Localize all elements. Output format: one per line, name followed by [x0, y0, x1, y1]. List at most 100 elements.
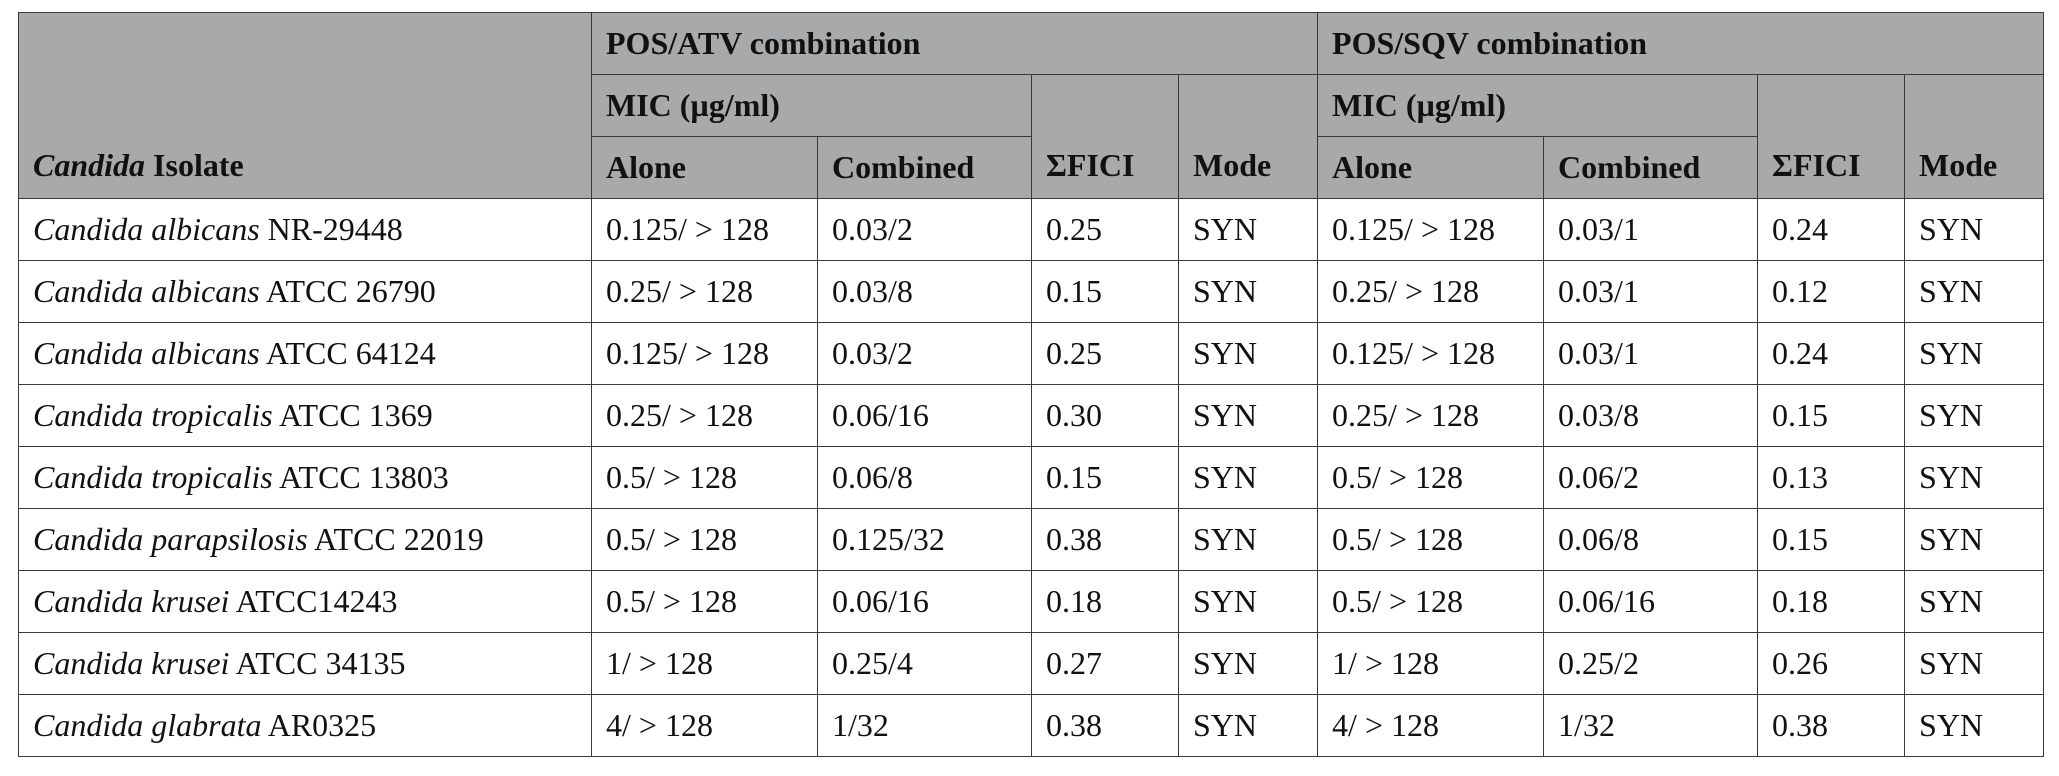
atv-fici-header: ΣFICI: [1031, 74, 1179, 199]
isolate-genus: Candida albicans: [33, 273, 260, 309]
sqv-alone-cell: 0.125/ > 128: [1317, 198, 1545, 261]
sqv-mode-cell: SYN: [1904, 446, 2045, 509]
isolate-genus: Candida tropicalis: [33, 459, 273, 495]
sqv-group-header: POS/SQV combination: [1317, 12, 2045, 75]
sqv-combined-cell: 0.25/2: [1543, 632, 1759, 695]
header-row-2: MIC (µg/ml) ΣFICI Mode MIC (µg/ml) ΣFICI…: [19, 74, 2045, 199]
sqv-mode-cell: SYN: [1904, 260, 2045, 323]
atv-alone-cell: 0.125/ > 128: [591, 322, 818, 385]
atv-mode-cell: SYN: [1177, 694, 1319, 757]
isolate-cell: Candida krusei ATCC 34135: [18, 632, 592, 695]
atv-alone-cell: 0.125/ > 128: [591, 198, 818, 261]
atv-combined-header: Combined: [817, 136, 1032, 199]
isolate-genus: Candida albicans: [33, 335, 260, 371]
isolate-strain: ATCC 34135: [229, 645, 406, 681]
table-body: Candida albicans NR-29448 0.125/ > 128 0…: [18, 198, 2045, 757]
isolate-genus: Candida parapsilosis: [33, 521, 308, 557]
sqv-fici-cell: 0.24: [1757, 198, 1906, 261]
isolate-strain: ATCC 26790: [259, 273, 436, 309]
atv-fici-cell: 0.30: [1031, 384, 1179, 447]
isolate-genus: Candida krusei: [33, 645, 230, 681]
sqv-fici-cell: 0.13: [1757, 446, 1906, 509]
sqv-alone-cell: 0.125/ > 128: [1317, 322, 1545, 385]
atv-alone-cell: 0.5/ > 128: [591, 508, 818, 571]
atv-fici-cell: 0.27: [1031, 632, 1179, 695]
atv-mode-header: Mode: [1177, 74, 1319, 199]
atv-mode-cell: SYN: [1177, 570, 1319, 633]
sqv-alone-cell: 0.25/ > 128: [1317, 260, 1545, 323]
atv-combined-cell: 0.25/4: [817, 632, 1032, 695]
isolate-strain: ATCC 1369: [272, 397, 433, 433]
sqv-mode-cell: SYN: [1904, 570, 2045, 633]
table-row: Candida tropicalis ATCC 13803 0.5/ > 128…: [18, 446, 2045, 509]
results-table: Candida Isolate POS/ATV combination POS/…: [18, 12, 2045, 757]
sqv-combined-header: Combined: [1543, 136, 1759, 199]
isolate-strain: ATCC 13803: [272, 459, 449, 495]
atv-fici-cell: 0.25: [1031, 322, 1179, 385]
atv-alone-cell: 0.25/ > 128: [591, 260, 818, 323]
atv-alone-cell: 0.5/ > 128: [591, 446, 818, 509]
sqv-combined-cell: 0.03/1: [1543, 322, 1759, 385]
isolate-genus: Candida krusei: [33, 583, 230, 619]
isolate-cell: Candida krusei ATCC14243: [18, 570, 592, 633]
isolate-genus: Candida tropicalis: [33, 397, 273, 433]
atv-combined-cell: 0.03/2: [817, 198, 1032, 261]
table-row: Candida glabrata AR0325 4/ > 128 1/32 0.…: [18, 694, 2045, 757]
header-row-1: Candida Isolate POS/ATV combination POS/…: [18, 12, 2045, 199]
atv-combined-cell: 0.125/32: [817, 508, 1032, 571]
sqv-combined-cell: 0.03/1: [1543, 260, 1759, 323]
sqv-fici-cell: 0.15: [1757, 508, 1906, 571]
sqv-alone-cell: 0.5/ > 128: [1317, 570, 1545, 633]
sqv-combined-cell: 0.06/8: [1543, 508, 1759, 571]
sqv-alone-header: Alone: [1317, 136, 1545, 199]
sqv-alone-cell: 0.5/ > 128: [1317, 508, 1545, 571]
sqv-mode-cell: SYN: [1904, 384, 2045, 447]
isolate-cell: Candida albicans ATCC 26790: [18, 260, 592, 323]
atv-combined-cell: 0.03/8: [817, 260, 1032, 323]
sqv-combined-cell: 0.06/16: [1543, 570, 1759, 633]
atv-combined-cell: 0.06/8: [817, 446, 1032, 509]
table-row: Candida parapsilosis ATCC 22019 0.5/ > 1…: [18, 508, 2045, 571]
table-row: Candida krusei ATCC14243 0.5/ > 128 0.06…: [18, 570, 2045, 633]
sqv-mode-cell: SYN: [1904, 632, 2045, 695]
sqv-fici-cell: 0.24: [1757, 322, 1906, 385]
atv-mode-cell: SYN: [1177, 508, 1319, 571]
sqv-alone-cell: 1/ > 128: [1317, 632, 1545, 695]
isolate-cell: Candida albicans NR-29448: [18, 198, 592, 261]
atv-fici-cell: 0.25: [1031, 198, 1179, 261]
sqv-mode-cell: SYN: [1904, 198, 2045, 261]
table-container: Candida Isolate POS/ATV combination POS/…: [18, 12, 2045, 757]
atv-fici-cell: 0.38: [1031, 694, 1179, 757]
sqv-fici-cell: 0.26: [1757, 632, 1906, 695]
atv-combined-cell: 1/32: [817, 694, 1032, 757]
sqv-mode-cell: SYN: [1904, 508, 2045, 571]
sqv-mode-cell: SYN: [1904, 322, 2045, 385]
isolate-cell: Candida parapsilosis ATCC 22019: [18, 508, 592, 571]
sqv-fici-header: ΣFICI: [1757, 74, 1906, 199]
isolate-header: Candida Isolate: [18, 12, 592, 199]
sqv-fici-cell: 0.38: [1757, 694, 1906, 757]
table-row: Candida albicans ATCC 26790 0.25/ > 128 …: [18, 260, 2045, 323]
table-row: Candida krusei ATCC 34135 1/ > 128 0.25/…: [18, 632, 2045, 695]
isolate-strain: ATCC14243: [229, 583, 398, 619]
isolate-strain: AR0325: [261, 707, 377, 743]
atv-alone-cell: 0.5/ > 128: [591, 570, 818, 633]
atv-alone-header: Alone: [591, 136, 818, 199]
atv-fici-cell: 0.15: [1031, 260, 1179, 323]
atv-combined-cell: 0.03/2: [817, 322, 1032, 385]
table-header: Candida Isolate POS/ATV combination POS/…: [18, 12, 2045, 199]
sqv-fici-cell: 0.15: [1757, 384, 1906, 447]
table-row: Candida albicans ATCC 64124 0.125/ > 128…: [18, 322, 2045, 385]
table-row: Candida albicans NR-29448 0.125/ > 128 0…: [18, 198, 2045, 261]
sqv-combined-cell: 1/32: [1543, 694, 1759, 757]
sqv-fici-cell: 0.12: [1757, 260, 1906, 323]
sqv-alone-cell: 0.25/ > 128: [1317, 384, 1545, 447]
atv-group-header: POS/ATV combination: [590, 12, 1319, 75]
atv-alone-cell: 0.25/ > 128: [591, 384, 818, 447]
sqv-mode-cell: SYN: [1904, 694, 2045, 757]
sqv-mode-header: Mode: [1904, 74, 2045, 199]
sqv-alone-cell: 4/ > 128: [1317, 694, 1545, 757]
isolate-header-genus: Candida: [33, 147, 146, 183]
atv-fici-cell: 0.18: [1031, 570, 1179, 633]
isolate-cell: Candida tropicalis ATCC 13803: [18, 446, 592, 509]
